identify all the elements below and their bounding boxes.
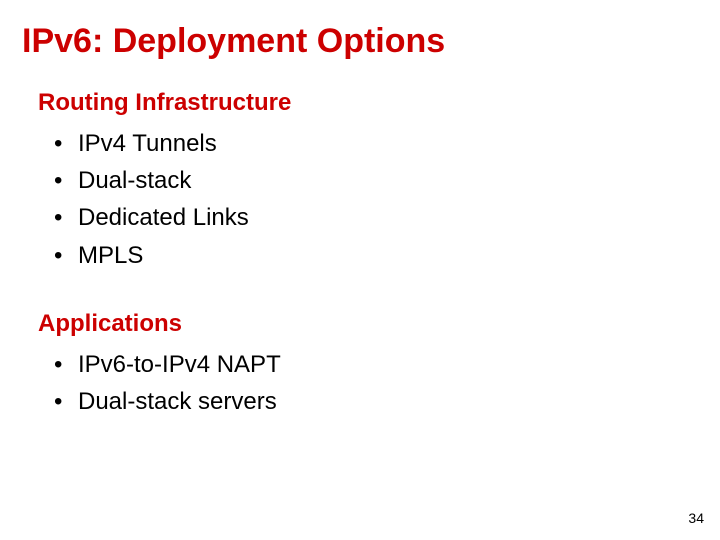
slide-title: IPv6: Deployment Options	[22, 22, 698, 61]
list-item: MPLS	[52, 237, 698, 274]
section-applications: Applications IPv6-to-IPv4 NAPT Dual-stac…	[38, 310, 698, 420]
list-item: IPv4 Tunnels	[52, 125, 698, 162]
bullet-list: IPv6-to-IPv4 NAPT Dual-stack servers	[38, 346, 698, 420]
section-heading: Applications	[38, 310, 698, 338]
bullet-list: IPv4 Tunnels Dual-stack Dedicated Links …	[38, 125, 698, 274]
section-routing: Routing Infrastructure IPv4 Tunnels Dual…	[38, 89, 698, 274]
slide: IPv6: Deployment Options Routing Infrast…	[0, 0, 720, 420]
page-number: 34	[688, 510, 704, 526]
list-item: Dual-stack	[52, 162, 698, 199]
slide-content: Routing Infrastructure IPv4 Tunnels Dual…	[22, 89, 698, 420]
section-heading: Routing Infrastructure	[38, 89, 698, 117]
list-item: Dedicated Links	[52, 199, 698, 236]
list-item: IPv6-to-IPv4 NAPT	[52, 346, 698, 383]
list-item: Dual-stack servers	[52, 383, 698, 420]
